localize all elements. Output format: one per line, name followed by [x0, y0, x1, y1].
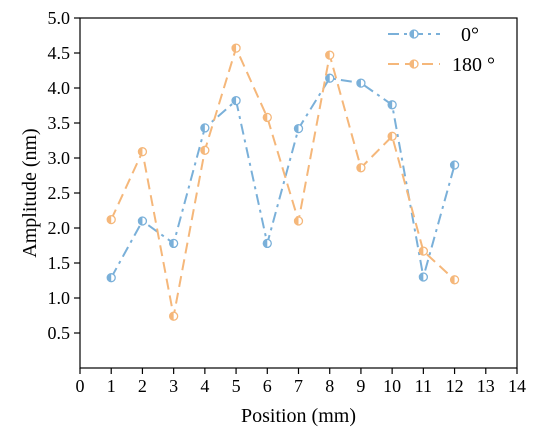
- x-tick-label: 11: [415, 376, 432, 396]
- data-point: [293, 216, 304, 226]
- series-line: [110, 45, 456, 317]
- legend-item-0: 0°: [388, 24, 479, 46]
- x-tick-label: 4: [200, 376, 209, 396]
- data-point: [231, 95, 241, 106]
- y-tick-label: 3.5: [48, 113, 71, 133]
- series-0: [106, 73, 460, 283]
- x-tick-label: 12: [446, 376, 464, 396]
- legend-label: 0°: [461, 24, 479, 46]
- data-point: [200, 123, 210, 133]
- data-point: [325, 73, 335, 83]
- data-point: [387, 100, 397, 110]
- data-point: [418, 272, 429, 282]
- x-tick-label: 2: [138, 376, 147, 396]
- y-tick-label: 1.5: [48, 253, 71, 273]
- data-point: [449, 275, 460, 285]
- y-tick-label: 1.0: [48, 288, 71, 308]
- data-point: [106, 214, 116, 225]
- data-point: [262, 238, 272, 249]
- y-tick-label: 2.0: [48, 218, 71, 238]
- y-tick-label: 2.5: [48, 183, 71, 203]
- data-point: [168, 311, 179, 321]
- data-point: [449, 160, 460, 170]
- x-tick-label: 8: [325, 376, 334, 396]
- series-layer: [106, 43, 460, 321]
- x-tick-label: 6: [263, 376, 272, 396]
- data-point: [356, 78, 366, 88]
- x-tick-label: 10: [383, 376, 401, 396]
- y-tick-label: 4.0: [48, 78, 71, 98]
- x-axis-title: Position (mm): [241, 405, 356, 427]
- data-point: [200, 145, 210, 155]
- series-line: [110, 77, 456, 279]
- y-tick-label: 4.5: [48, 43, 71, 63]
- x-tick-label: 9: [356, 376, 365, 396]
- data-point: [293, 123, 304, 134]
- y-axis-title: Amplitude (nm): [19, 128, 41, 257]
- data-point: [387, 131, 397, 141]
- y-tick-label: 3.0: [48, 148, 71, 168]
- x-tick-label: 13: [477, 376, 495, 396]
- data-point: [325, 50, 335, 60]
- legend-label: 180 °: [452, 54, 495, 76]
- x-tick-label: 7: [294, 376, 303, 396]
- data-point: [262, 112, 272, 123]
- series-1: [106, 43, 460, 321]
- data-point: [231, 43, 241, 53]
- data-point: [168, 238, 179, 249]
- x-tick-label: 5: [232, 376, 241, 396]
- data-point: [137, 147, 148, 157]
- x-tick-label: 1: [107, 376, 116, 396]
- data-point: [106, 273, 116, 283]
- data-point: [137, 216, 148, 226]
- data-point: [418, 246, 429, 256]
- x-tick-label: 14: [508, 376, 526, 396]
- x-tick-label: 0: [76, 376, 85, 396]
- data-point: [356, 163, 366, 173]
- legend-item-1: 180 °: [388, 54, 495, 76]
- y-tick-label: 5.0: [48, 8, 71, 28]
- y-tick-label: 0.5: [48, 323, 71, 343]
- legend: 0° 180 °: [388, 24, 495, 76]
- plot-axes: 0 1 2 3 4 5 6 7 8 9 10 11 12 13 140.51.01.52.02.53.03.…: [48, 8, 527, 396]
- x-tick-label: 3: [169, 376, 178, 396]
